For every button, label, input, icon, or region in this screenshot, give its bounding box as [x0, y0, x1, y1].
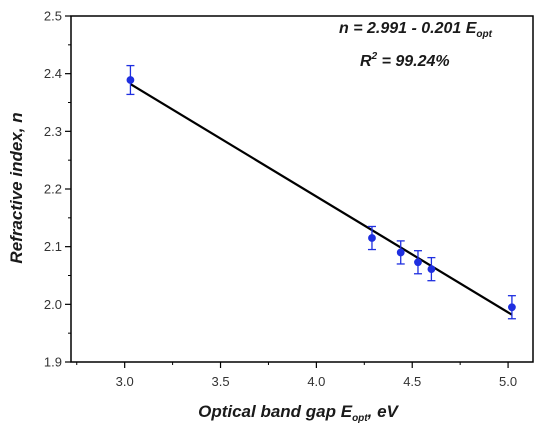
data-point — [368, 234, 376, 242]
x-axis-title-main: Optical band gap E — [198, 402, 353, 421]
y-tick-label: 2.2 — [44, 182, 62, 197]
x-axis-title-subscript: opt — [352, 413, 368, 424]
x-tick-label: 4.0 — [307, 374, 325, 389]
plot-area: 3.0 3.5 4.0 4.5 5.0 1.9 2.0 2.1 2.2 2.3 2.4 2.5 — [44, 9, 534, 389]
fit-equation: n = 2.991 - 0.201 Eopt — [339, 20, 493, 40]
r-squared-label: R — [360, 53, 372, 70]
x-axis-title-tail: , eV — [367, 402, 400, 421]
x-tick-label: 5.0 — [499, 374, 517, 389]
x-axis-title: Optical band gap Eopt, eV — [198, 402, 399, 424]
y-tick-label: 2.1 — [44, 239, 62, 254]
y-tick-label: 2.5 — [44, 9, 62, 24]
x-tick-label: 3.5 — [211, 374, 229, 389]
r-squared: R2 = 99.24% — [360, 51, 450, 70]
fit-equation-subscript: opt — [476, 29, 492, 40]
y-tick-label: 2.0 — [44, 297, 62, 312]
r-squared-value: = 99.24% — [377, 53, 450, 70]
data-point — [427, 265, 436, 274]
x-tick-label: 3.0 — [116, 374, 134, 389]
data-point — [396, 248, 405, 257]
data-point — [126, 76, 135, 84]
data-point — [414, 258, 422, 267]
fit-equation-main: n = 2.991 - 0.201 E — [339, 20, 478, 37]
y-tick-label: 2.3 — [44, 124, 62, 139]
y-axis-title: Refractive index, n — [7, 112, 26, 263]
fit-line — [129, 83, 513, 316]
y-tick-label: 1.9 — [44, 355, 62, 370]
r-squared-superscript: 2 — [371, 51, 378, 62]
x-tick-label: 4.5 — [403, 374, 421, 389]
data-point — [508, 303, 516, 312]
y-tick-label: 2.4 — [44, 66, 62, 81]
